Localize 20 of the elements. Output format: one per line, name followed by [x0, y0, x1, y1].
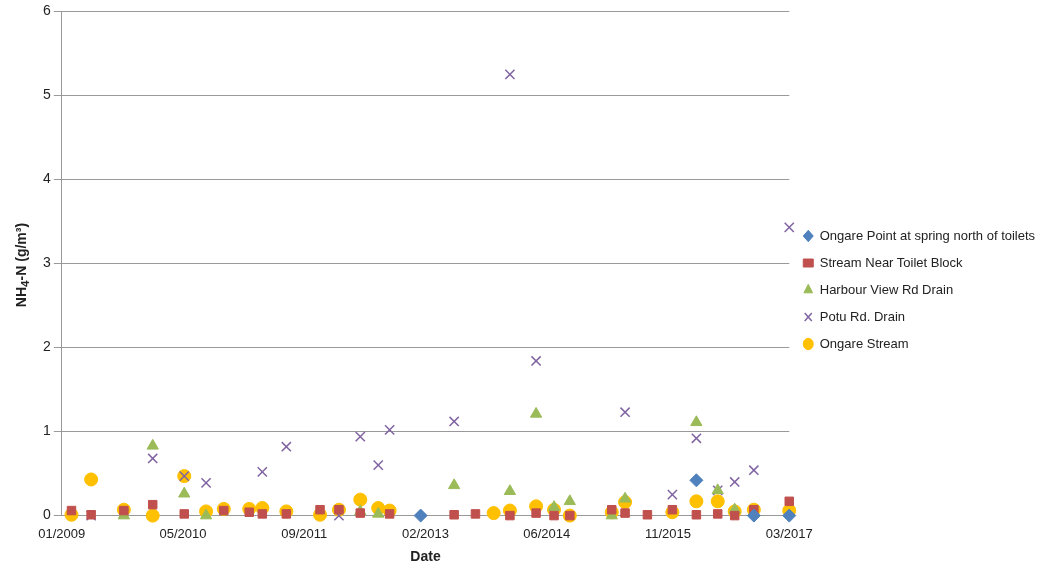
- x-tick-label: 11/2015: [644, 525, 692, 541]
- legend-label: Stream Near Toilet Block: [819, 254, 964, 270]
- x-axis-title: Date: [410, 548, 441, 565]
- x-tick-label: 01/2009: [38, 525, 86, 541]
- y-tick-label: 5: [42, 86, 51, 103]
- x-tick-label: 06/2014: [523, 525, 571, 541]
- legend-label: Harbour View Rd Drain: [819, 281, 954, 297]
- y-tick-label: 4: [42, 170, 51, 187]
- x-tick-label: 03/2017: [765, 525, 813, 541]
- y-tick-label: 3: [42, 254, 51, 271]
- x-tick-label: 02/2013: [402, 525, 450, 541]
- x-tick-label: 09/2011: [281, 525, 328, 541]
- y-tick-label: 0: [42, 506, 51, 523]
- x-tick-label: 05/2010: [159, 525, 207, 541]
- y-tick-label: 1: [42, 422, 51, 439]
- legend-label: Ongare Stream: [819, 335, 909, 351]
- y-tick-label: 2: [42, 338, 51, 355]
- y-tick-label: 6: [42, 2, 51, 19]
- legend-label: Potu Rd. Drain: [819, 308, 906, 324]
- legend-label: Ongare Point at spring north of toilets: [819, 227, 1036, 243]
